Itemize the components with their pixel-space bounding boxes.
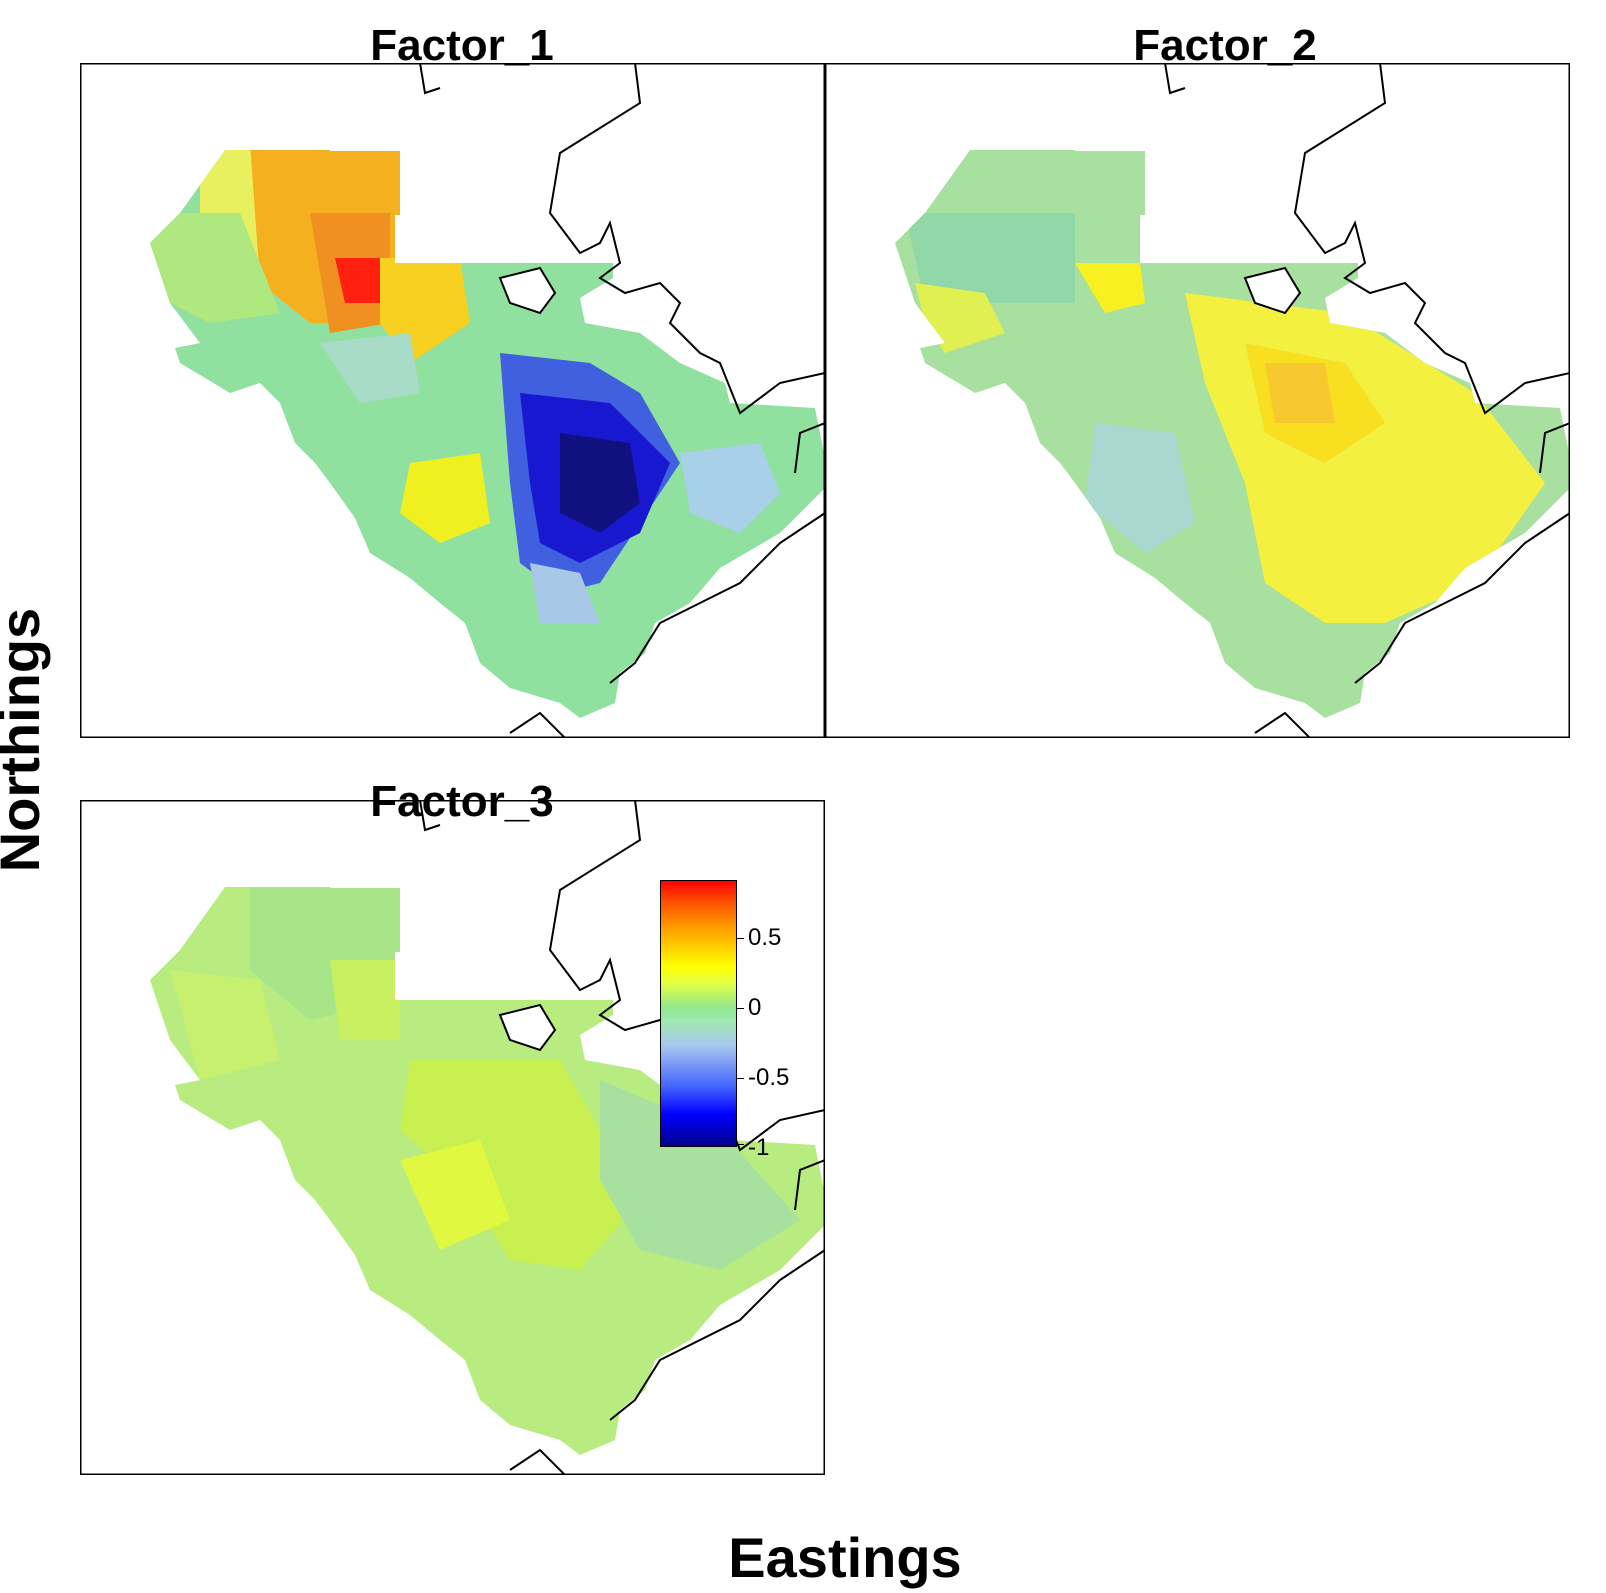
legend-tick-label: -0.5: [748, 1064, 790, 1091]
color-legend-bar: [660, 880, 737, 1147]
legend-tick: [736, 938, 744, 939]
legend-tick-label: 0.5: [748, 924, 782, 951]
panel-title-factor-1: Factor_1: [370, 21, 554, 70]
factor-1-surface: [150, 150, 825, 718]
map-panel-factor-2: [825, 63, 1570, 738]
island: [498, 266, 557, 315]
legend-tick: [736, 1144, 744, 1145]
coastline: [419, 800, 825, 1475]
legend-tick-label: -1: [748, 1134, 770, 1161]
panel-title-factor-2: Factor_2: [1133, 21, 1317, 70]
island: [1243, 266, 1302, 315]
x-axis-label: Eastings: [728, 1526, 962, 1589]
map-panel-factor-1: [80, 63, 825, 738]
y-axis-label: Northings: [0, 607, 51, 873]
factor-2-surface: [895, 150, 1570, 718]
coastline: [1164, 63, 1570, 738]
legend-tick-label: 0: [748, 994, 762, 1021]
coastline: [419, 63, 825, 738]
legend-tick: [736, 1008, 744, 1009]
legend-tick: [736, 1078, 744, 1079]
island: [498, 1003, 557, 1052]
